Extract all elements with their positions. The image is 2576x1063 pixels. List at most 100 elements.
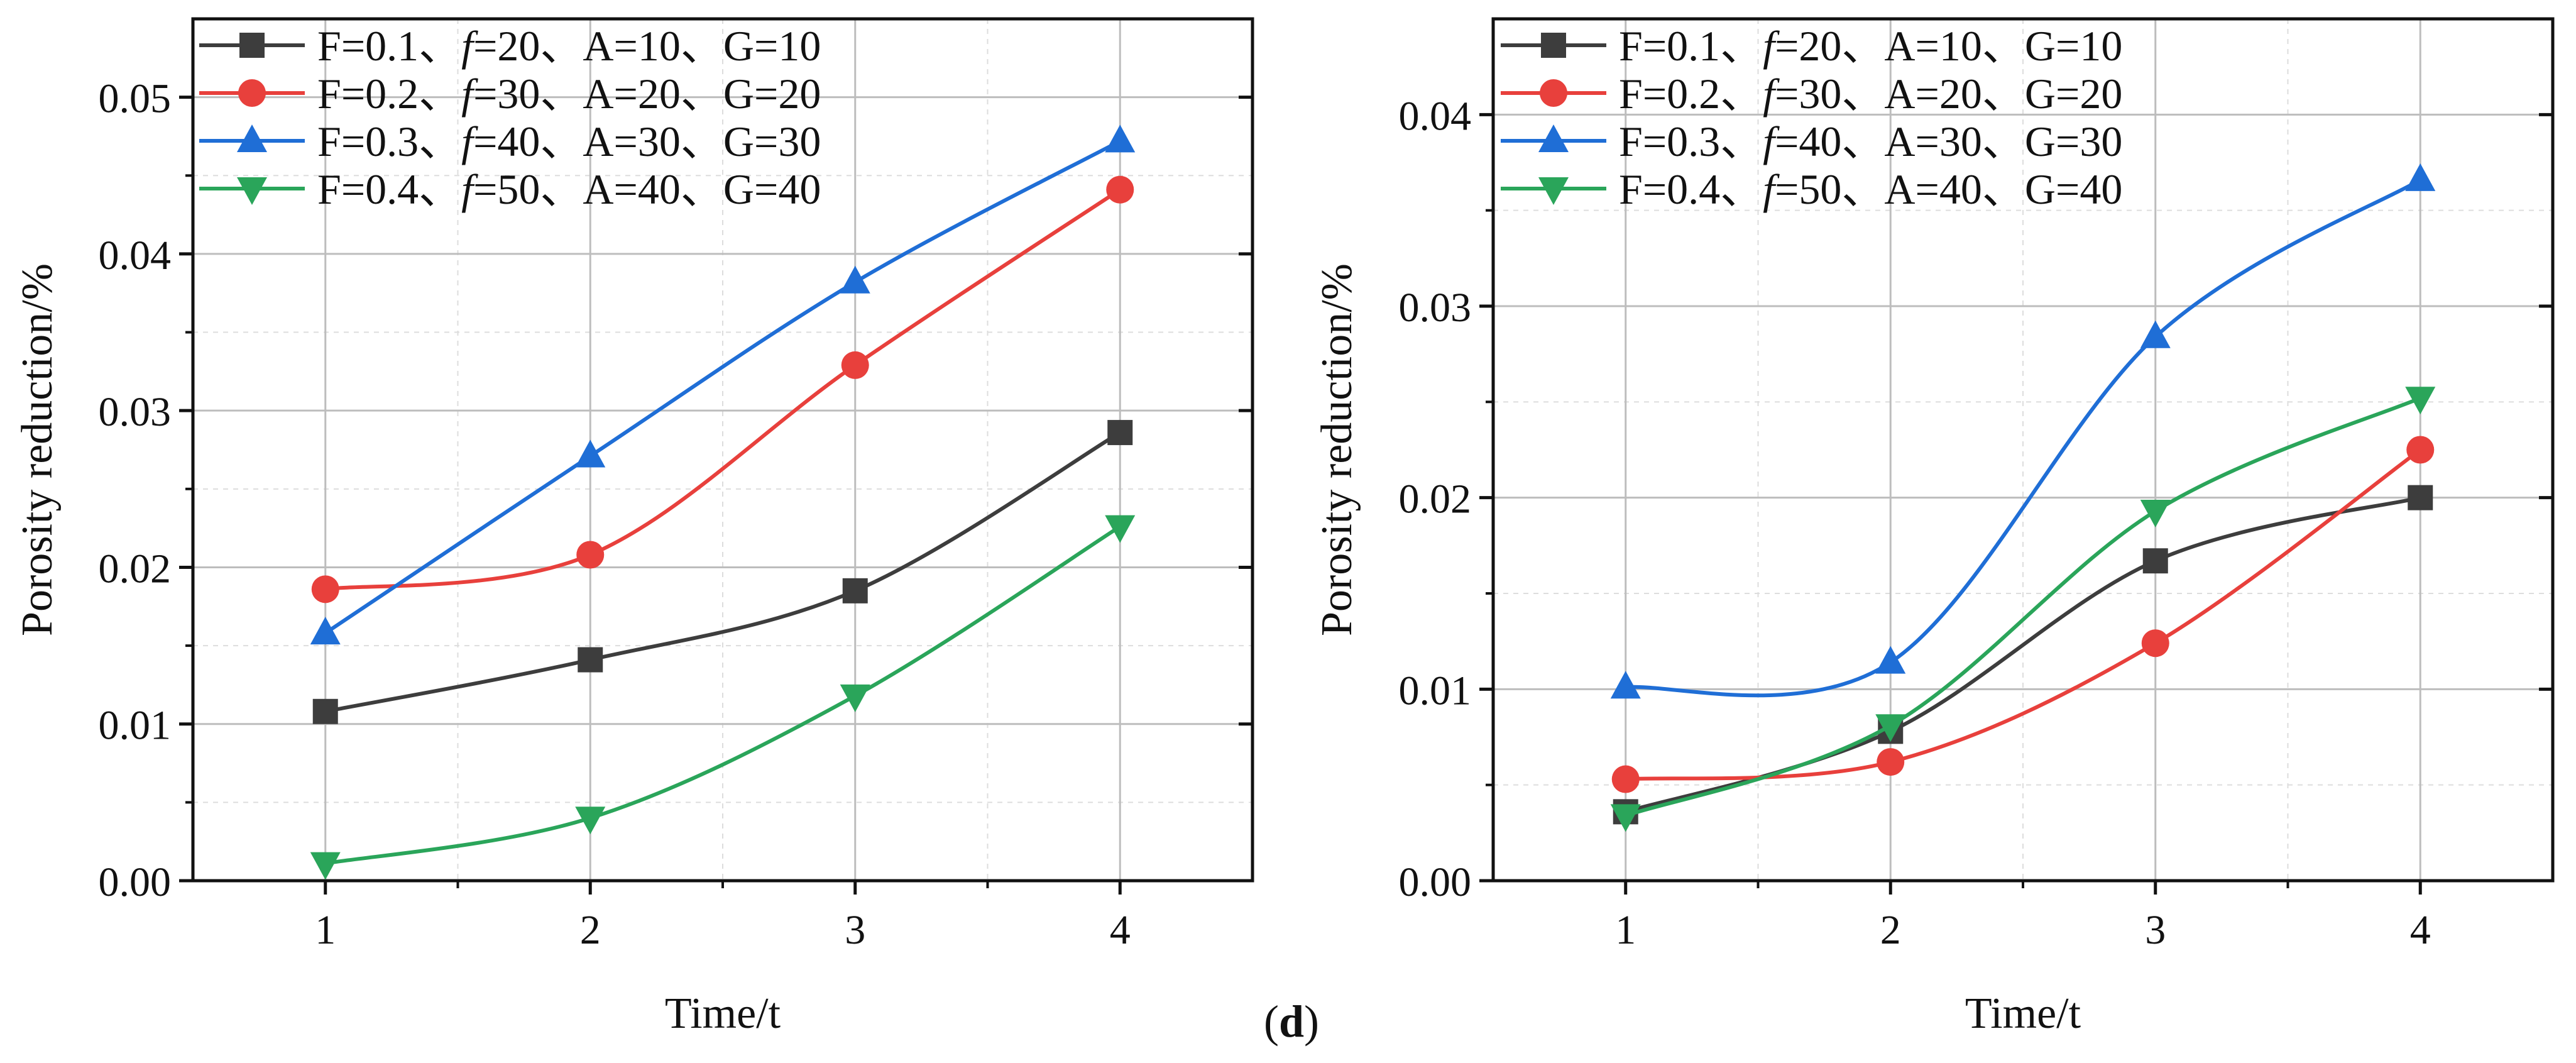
- y-tick-label: 0.04: [99, 233, 172, 278]
- legend-marker: [238, 79, 266, 107]
- x-tick-label: 3: [2145, 907, 2166, 953]
- x-axis-title: Time/t: [1965, 989, 2081, 1038]
- y-tick-label: 0.03: [99, 389, 172, 435]
- series-line: [325, 525, 1121, 866]
- data-point: [1105, 124, 1136, 153]
- y-axis-title: Porosity reduction/%: [1313, 263, 1361, 636]
- y-tick-label: 0.02: [1399, 476, 1472, 522]
- legend-marker: [237, 177, 267, 205]
- legend-label-part: =30、A=20、G=20: [473, 70, 821, 118]
- data-point: [1611, 765, 1640, 793]
- legend-label-part: F=0.1、: [1619, 22, 1763, 70]
- x-tick-label: 2: [580, 907, 601, 953]
- y-tick-label: 0.01: [1399, 668, 1472, 713]
- data-point: [1107, 420, 1133, 446]
- data-point: [1105, 515, 1136, 543]
- legend-label: F=0.4、f=50、A=40、G=40: [1619, 165, 2122, 213]
- figure-caption-letter: d: [1278, 996, 1305, 1047]
- data-point: [1875, 714, 1906, 742]
- data-point: [311, 575, 339, 603]
- legend-label-part: =40、A=30、G=30: [473, 118, 821, 165]
- series-line: [325, 431, 1121, 713]
- series-4: [310, 515, 1136, 880]
- legend-label-part: =50、A=40、G=40: [1775, 165, 2122, 213]
- legend-label-part: =20、A=10、G=10: [473, 22, 821, 70]
- data-point: [2405, 387, 2436, 415]
- series-line: [324, 139, 1121, 635]
- legend-label-part: F=0.2、: [317, 70, 461, 118]
- legend-label: F=0.3、f=40、A=30、G=30: [317, 118, 821, 165]
- data-point: [2140, 499, 2171, 527]
- data-point: [842, 578, 868, 603]
- legend-marker: [237, 124, 267, 152]
- legend-marker: [1540, 79, 1567, 107]
- legend-marker: [239, 33, 265, 58]
- legend-label-part: =30、A=20、G=20: [1775, 70, 2122, 118]
- data-point: [310, 852, 341, 880]
- data-point: [1877, 748, 1905, 776]
- data-point: [312, 698, 338, 724]
- series-3: [1610, 163, 2436, 699]
- x-tick-label: 2: [1880, 907, 1901, 953]
- data-point: [2408, 485, 2433, 510]
- legend-marker: [1538, 124, 1569, 152]
- legend-label-part: F=0.2、: [1619, 70, 1763, 118]
- legend-label-part: =50、A=40、G=40: [473, 165, 821, 213]
- legend-label-part: F=0.1、: [317, 22, 461, 70]
- y-tick-label: 0.05: [99, 76, 172, 122]
- legend-marker: [1541, 33, 1566, 58]
- x-tick-label: 3: [845, 907, 865, 953]
- series-3: [310, 124, 1136, 645]
- legend-label-part: =40、A=30、G=30: [1775, 118, 2122, 165]
- chart-panel-2: 0.00 0.01 0.02 0.03 0.04 1 2 3 4 Time/t Porosity r…: [1313, 17, 2555, 1038]
- legend: F=0.1、f=20、A=10、G=10F=0.2、f=30、A=20、G=20…: [1501, 22, 2122, 213]
- data-point: [310, 617, 341, 645]
- data-point: [578, 647, 603, 673]
- x-axis-title: Time/t: [665, 989, 781, 1038]
- y-tick-label: 0.03: [1399, 285, 1472, 331]
- legend-label-part: F=0.3、: [1619, 118, 1763, 165]
- data-point: [841, 351, 869, 379]
- legend-label: F=0.3、f=40、A=30、G=30: [1619, 118, 2122, 165]
- chart-panel-1: 0.00 0.01 0.02 0.03 0.04 0.05 1 2 3 4 Time/t Porosi…: [13, 17, 1254, 1038]
- series-line: [1625, 448, 2422, 781]
- series-line: [1625, 396, 2421, 818]
- legend-label-part: F=0.4、: [1619, 165, 1763, 213]
- legend-label: F=0.2、f=30、A=20、G=20: [317, 70, 821, 118]
- data-point: [2140, 320, 2171, 348]
- data-point: [1610, 671, 1641, 699]
- data-point: [840, 265, 870, 294]
- data-point: [840, 684, 870, 712]
- y-tick-label: 0.00: [99, 859, 172, 905]
- series-2: [311, 175, 1134, 603]
- x-tick-label: 4: [1110, 907, 1131, 953]
- legend-label: F=0.1、f=20、A=10、G=10: [1619, 22, 2122, 70]
- y-axis-title: Porosity reduction/%: [13, 263, 62, 636]
- y-tick-label: 0.01: [99, 703, 172, 749]
- data-point: [2406, 436, 2435, 464]
- legend-label-part: F=0.3、: [317, 118, 461, 165]
- legend-label: F=0.2、f=30、A=20、G=20: [1619, 70, 2122, 118]
- legend-label-part: =20、A=10、G=10: [1775, 22, 2122, 70]
- data-point: [575, 439, 606, 468]
- legend-label: F=0.4、f=50、A=40、G=40: [317, 165, 821, 213]
- series-line: [1625, 178, 2421, 698]
- x-tick-label: 1: [315, 907, 336, 953]
- y-tick-label: 0.00: [1399, 859, 1472, 905]
- legend: F=0.1、f=20、A=10、G=10F=0.2、f=30、A=20、G=20…: [199, 22, 821, 213]
- x-tick-label: 4: [2410, 907, 2431, 953]
- data-point: [2142, 548, 2168, 574]
- series-1: [312, 420, 1133, 724]
- data-point: [1875, 646, 1906, 674]
- series-2: [1611, 436, 2435, 793]
- figure-caption: (d): [1263, 996, 1319, 1047]
- series-line: [325, 188, 1121, 592]
- data-point: [1106, 175, 1134, 204]
- data-point: [2141, 629, 2169, 658]
- y-tick-label: 0.02: [99, 546, 172, 592]
- x-tick-label: 1: [1615, 907, 1636, 953]
- legend-label-part: F=0.4、: [317, 165, 461, 213]
- data-point: [1610, 804, 1641, 832]
- series-4: [1610, 387, 2436, 832]
